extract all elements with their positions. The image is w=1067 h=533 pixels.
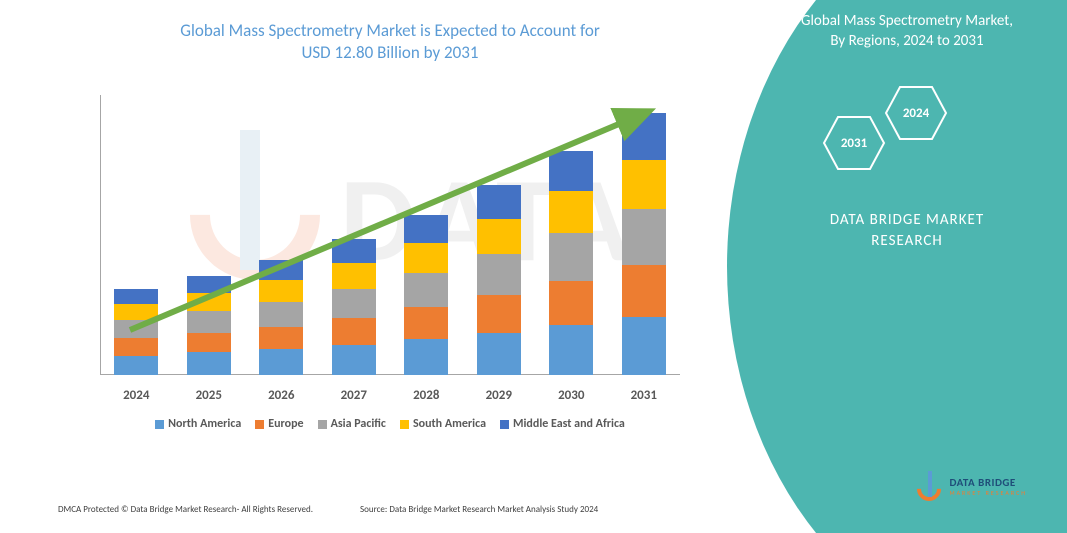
x-tick-label: 2026 [259,388,303,403]
legend-label: North America [168,417,241,431]
bar-2029 [477,185,521,375]
brand-logo-text: DATA BRIDGE MARKET RESEARCH [949,477,1027,496]
bar-segment [187,293,231,311]
bar-segment [404,243,448,273]
bar-segment [114,320,158,338]
bar-segment [622,265,666,317]
bar-segment [332,318,376,345]
bar-segment [477,185,521,218]
legend-item: South America [400,417,486,431]
legend-label: Europe [268,417,303,431]
legend-swatch-icon [400,420,409,429]
hexagon-years: 2031 2024 [822,85,982,185]
bar-segment [259,302,303,327]
footer-source: Source: Data Bridge Market Research Mark… [360,504,598,515]
x-tick-label: 2028 [404,388,448,403]
legend-swatch-icon [155,420,164,429]
bar-2028 [404,215,448,375]
stacked-bar-chart: 20242025202620272028202920302031 North A… [100,95,680,425]
bar-segment [187,333,231,352]
bar-segment [622,160,666,210]
bar-segment [332,345,376,375]
bar-segment [259,327,303,350]
bar-segment [332,289,376,318]
right-title-line1: Global Mass Spectrometry Market, [801,12,1013,30]
main-chart-panel: DATA Global Mass Spectrometry Market is … [0,0,740,533]
legend-swatch-icon [255,420,264,429]
bar-segment [187,311,231,333]
bar-segment [187,276,231,293]
x-tick-label: 2031 [622,388,666,403]
legend-item: Middle East and Africa [500,417,625,431]
bar-segment [549,191,593,233]
chart-legend: North America Europe Asia Pacific South Ame… [100,417,680,431]
bar-segment [477,295,521,333]
right-brand-name: DATA BRIDGE MARKET RESEARCH [787,210,1027,252]
bar-2026 [259,260,303,375]
legend-label: Middle East and Africa [513,417,625,431]
bar-segment [404,273,448,307]
x-tick-label: 2024 [114,388,158,403]
bar-2031 [622,113,666,375]
bar-2027 [332,239,376,375]
x-tick-label: 2029 [477,388,521,403]
bar-2024 [114,289,158,375]
bar-segment [114,338,158,355]
brand-logo: DATA BRIDGE MARKET RESEARCH [915,469,1027,503]
bar-segment [477,219,521,255]
chart-title-line2: USD 12.80 Billion by 2031 [301,42,478,63]
legend-label: South America [413,417,486,431]
x-axis-labels: 2024 2025 2026 2027 2028 2029 2030 2031 [100,388,680,403]
bar-segment [404,307,448,339]
legend-swatch-icon [500,420,509,429]
x-tick-label: 2030 [549,388,593,403]
x-tick-label: 2027 [332,388,376,403]
bar-segment [477,254,521,295]
legend-item: Asia Pacific [318,417,386,431]
bar-segment [549,151,593,191]
legend-label: Asia Pacific [331,417,386,431]
x-tick-label: 2025 [187,388,231,403]
bar-segment [114,356,158,375]
bar-segment [549,281,593,325]
bar-segment [404,215,448,243]
bar-segment [622,113,666,159]
bar-2025 [187,276,231,375]
bar-segment [259,349,303,375]
brand-logo-icon [915,469,943,503]
bars-group [100,95,680,375]
chart-title-line1: Global Mass Spectrometry Market is Expec… [180,20,600,41]
bar-segment [114,289,158,304]
bar-segment [114,304,158,320]
right-panel-title: Global Mass Spectrometry Market, By Regi… [777,12,1037,51]
footer-copyright: DMCA Protected © Data Bridge Market Rese… [58,504,313,515]
bar-segment [549,233,593,281]
bar-segment [404,339,448,375]
hex-year-2031: 2031 [822,115,886,171]
bar-segment [259,280,303,302]
bar-2030 [549,151,593,375]
bar-segment [622,209,666,265]
bar-segment [549,325,593,375]
legend-item: Europe [255,417,303,431]
right-title-line2: By Regions, 2024 to 2031 [830,32,983,50]
bar-segment [259,260,303,280]
bar-segment [477,333,521,375]
bar-segment [332,263,376,289]
chart-title: Global Mass Spectrometry Market is Expec… [100,20,680,64]
hex-year-2024: 2024 [884,85,948,141]
bar-segment [187,352,231,375]
legend-swatch-icon [318,420,327,429]
legend-item: North America [155,417,241,431]
right-info-panel: Global Mass Spectrometry Market, By Regi… [707,0,1067,533]
bar-segment [332,239,376,263]
bar-segment [622,317,666,375]
